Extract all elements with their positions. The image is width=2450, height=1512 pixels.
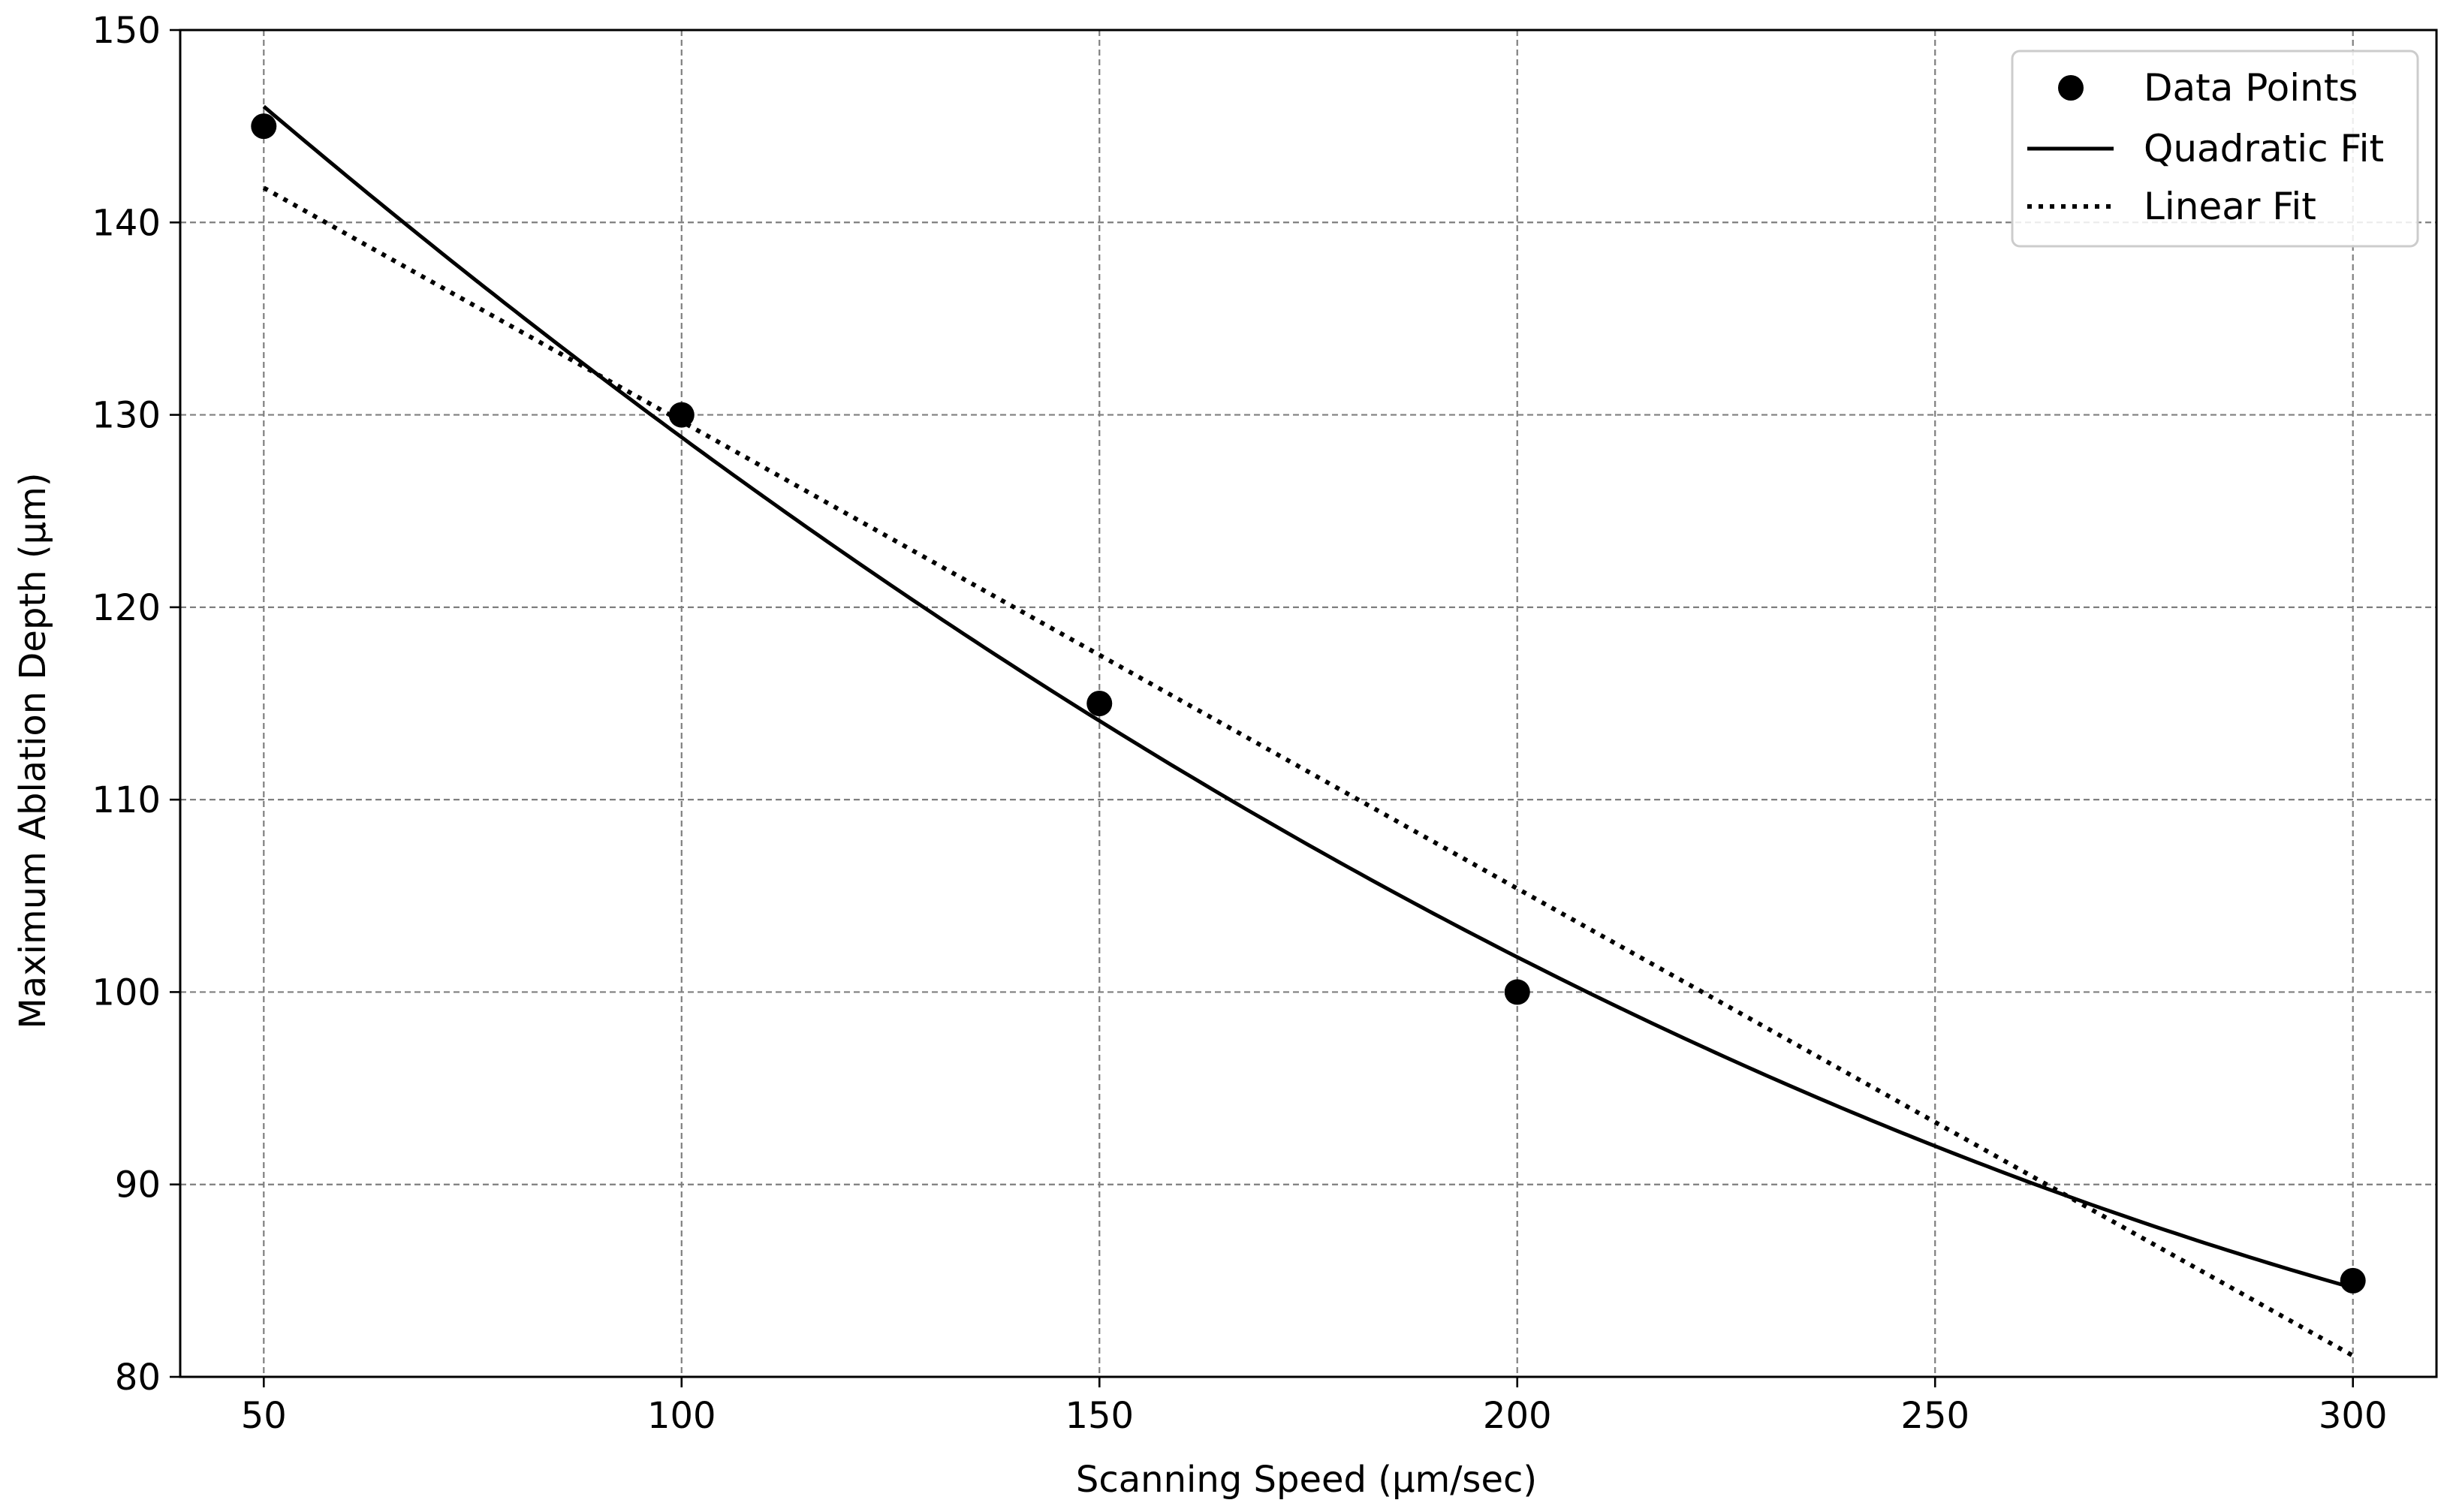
y-tick-label: 140 [92, 202, 161, 244]
x-tick-label: 100 [647, 1395, 716, 1437]
data-point [2340, 1267, 2366, 1294]
y-tick-label: 80 [115, 1357, 161, 1399]
legend-label-quadratic-fit: Quadratic Fit [2144, 127, 2384, 170]
linear-fit-line [262, 185, 2355, 1358]
data-point [251, 113, 277, 140]
data-point [668, 402, 695, 428]
legend-marker-data-points [2058, 75, 2084, 101]
data-point [1086, 691, 1113, 716]
plot-frame [179, 29, 2438, 1378]
axis-ticks: 50 100 150 200 250 300 80 90 100 110 120 130 140 150 [92, 10, 2387, 1437]
x-tick-label: 150 [1065, 1395, 1134, 1437]
plot-series [251, 104, 2366, 1358]
legend-box [2011, 50, 2419, 248]
x-tick-label: 200 [1483, 1395, 1552, 1437]
legend: Data Points Quadratic Fit Linear Fit [2011, 50, 2419, 248]
x-tick-label: 50 [241, 1395, 287, 1437]
data-point [1504, 979, 1530, 1005]
y-tick-label: 120 [92, 587, 161, 629]
x-axis-title: Scanning Speed (µm/sec) [1076, 1459, 1537, 1501]
x-tick-label: 300 [2319, 1395, 2388, 1437]
y-tick-label: 110 [92, 779, 161, 821]
y-tick-label: 90 [115, 1164, 161, 1206]
y-tick-label: 100 [92, 971, 161, 1014]
y-tick-label: 130 [92, 395, 161, 437]
x-tick-label: 250 [1900, 1395, 1969, 1437]
y-tick-label: 150 [92, 10, 161, 52]
quadratic-fit-line [262, 104, 2354, 1290]
legend-label-linear-fit: Linear Fit [2144, 185, 2316, 228]
legend-label-data-points: Data Points [2144, 66, 2358, 110]
y-axis-title: Maximum Ablation Depth (µm) [12, 472, 54, 1029]
